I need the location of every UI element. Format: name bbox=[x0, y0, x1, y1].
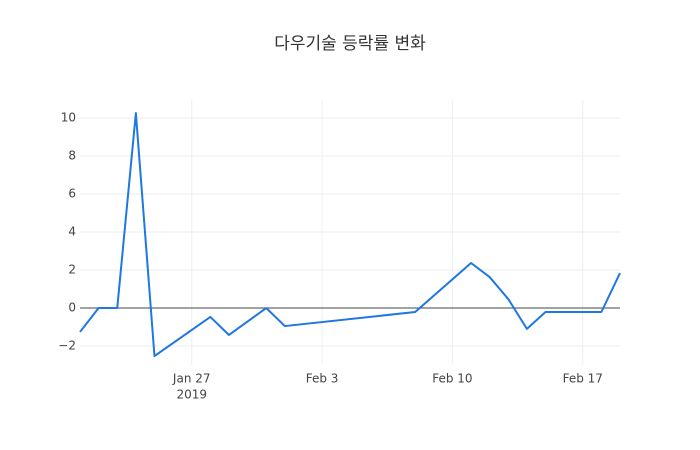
y-tick-label: −2 bbox=[58, 339, 76, 353]
y-tick-label: 4 bbox=[68, 225, 76, 239]
y-tick-label: 0 bbox=[68, 301, 76, 315]
x-year-label: 2019 bbox=[176, 388, 207, 402]
x-tick-label: Feb 10 bbox=[432, 372, 472, 386]
x-tick-label: Feb 3 bbox=[306, 372, 339, 386]
x-tick-label: Feb 17 bbox=[563, 372, 603, 386]
y-tick-label: 10 bbox=[61, 111, 76, 125]
y-tick-label: 2 bbox=[68, 263, 76, 277]
x-tick-label: Jan 27 bbox=[172, 372, 211, 386]
y-tick-label: 8 bbox=[68, 149, 76, 163]
y-tick-label: 6 bbox=[68, 187, 76, 201]
line-series bbox=[79, 112, 621, 358]
chart-title: 다우기술 등락률 변화 bbox=[274, 34, 426, 54]
